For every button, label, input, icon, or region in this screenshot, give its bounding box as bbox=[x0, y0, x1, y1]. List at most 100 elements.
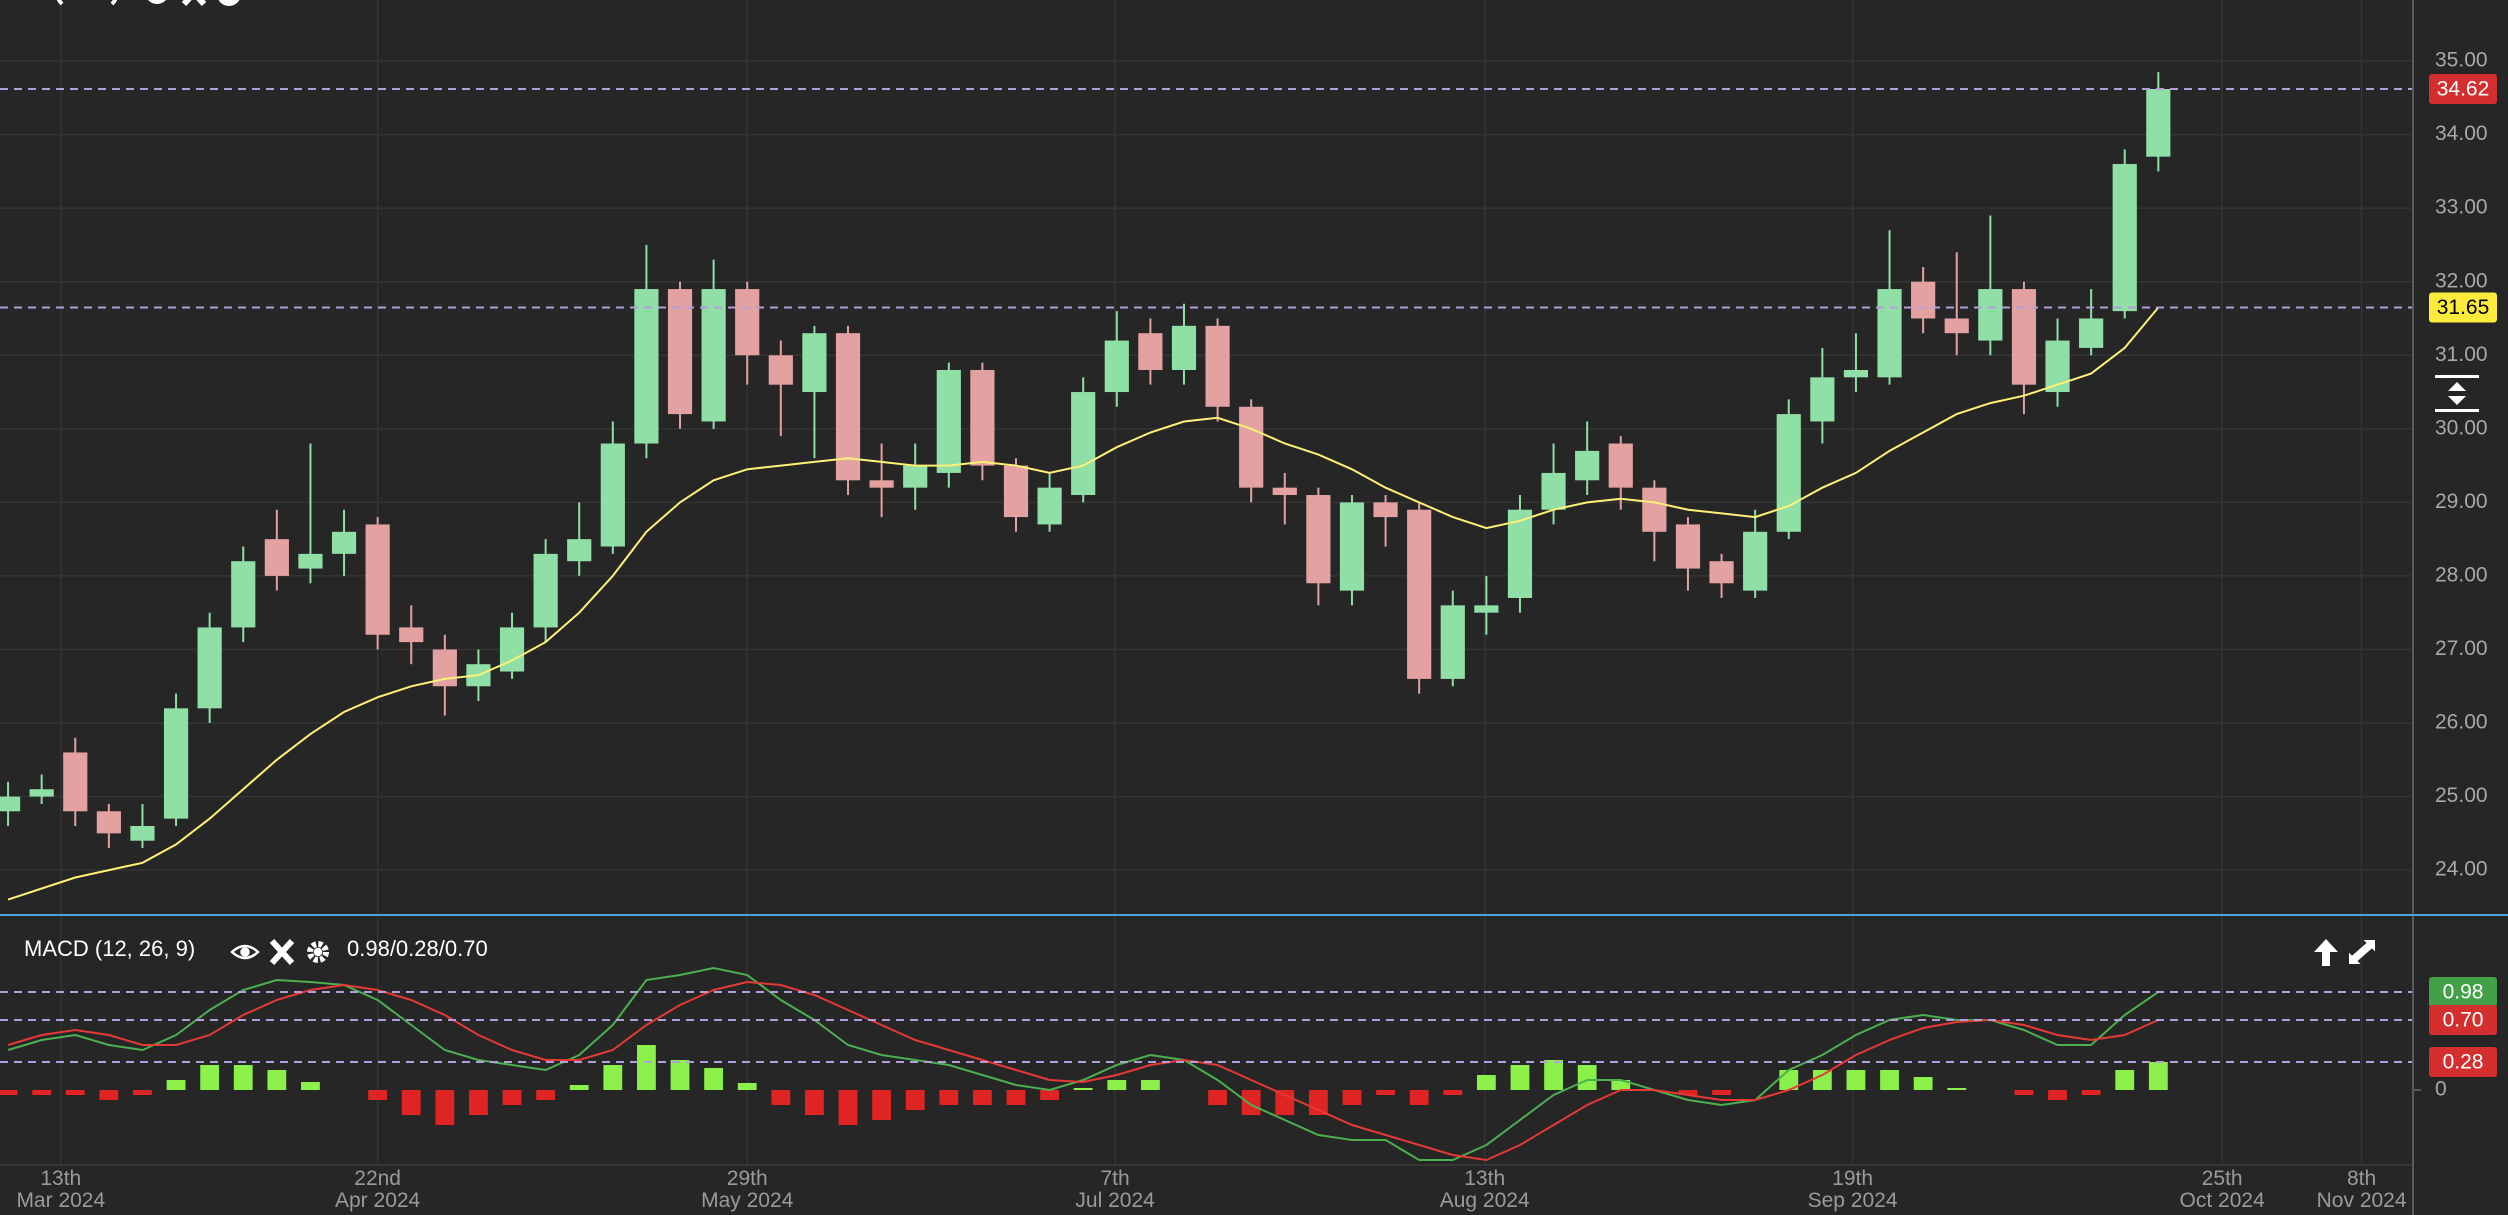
maximize-icon[interactable] bbox=[2349, 940, 2375, 964]
grid: 24.00 25.00 26.00 27.00 28.00 29.00 30.00 31.00… bbox=[0, 0, 2488, 1165]
candle-body bbox=[1205, 325, 1230, 407]
candle-body bbox=[1877, 289, 1902, 378]
histogram-bar bbox=[1880, 1070, 1899, 1090]
histogram-bar bbox=[0, 1090, 18, 1095]
indicator-line bbox=[7, 980, 2159, 1162]
bracket-icon[interactable] bbox=[56, 0, 118, 6]
candle-body bbox=[2011, 289, 2037, 385]
histogram-bar bbox=[737, 1083, 757, 1090]
candle-body bbox=[1776, 414, 1801, 532]
move-up-icon[interactable] bbox=[2314, 939, 2338, 966]
histogram-bar bbox=[1476, 1075, 1496, 1090]
histogram-bar bbox=[771, 1090, 791, 1105]
candle-body bbox=[634, 289, 659, 444]
eye-pupil bbox=[240, 947, 250, 957]
candle-body bbox=[802, 333, 827, 393]
value-badge-label: 0.98 bbox=[2443, 981, 2484, 1004]
candle-body bbox=[1037, 487, 1062, 525]
histogram-bar bbox=[1544, 1060, 1563, 1090]
y-tick-label: 31.00 bbox=[2435, 343, 2488, 366]
x-tick-label: 7th Jul 2024 bbox=[1075, 1167, 1155, 1212]
candle-body bbox=[2112, 164, 2137, 312]
histogram-bar bbox=[1208, 1090, 1227, 1105]
moving-average bbox=[7, 306, 2160, 901]
candle-body bbox=[533, 553, 558, 628]
histogram-bar bbox=[939, 1090, 959, 1105]
scale-handle[interactable] bbox=[2435, 375, 2479, 412]
settings-icon[interactable] bbox=[307, 941, 329, 963]
candle-body bbox=[399, 627, 424, 643]
candle-body bbox=[298, 553, 323, 569]
histogram-bar bbox=[233, 1065, 253, 1090]
candle-body bbox=[667, 289, 693, 415]
histogram-bar bbox=[435, 1090, 455, 1125]
handle-bar bbox=[2435, 375, 2479, 378]
histogram-bar bbox=[1611, 1080, 1631, 1090]
candle-body bbox=[1171, 325, 1197, 370]
candle-body bbox=[1675, 524, 1701, 569]
histogram-bar bbox=[200, 1065, 220, 1090]
candle-body bbox=[768, 355, 793, 385]
close-icon[interactable] bbox=[269, 938, 295, 966]
histogram-bar bbox=[670, 1060, 690, 1090]
histogram-bar bbox=[1140, 1080, 1160, 1090]
x-tick-label: 25th Oct 2024 bbox=[2179, 1167, 2265, 1212]
x-tick-label: 13th Aug 2024 bbox=[1439, 1167, 1530, 1212]
eye-icon[interactable] bbox=[230, 944, 260, 960]
close-icon[interactable] bbox=[181, 0, 207, 7]
histogram-bar bbox=[1812, 1070, 1832, 1090]
histogram-bar bbox=[368, 1090, 388, 1100]
y-tick-label: 30.00 bbox=[2435, 416, 2488, 439]
candle-body bbox=[1440, 605, 1465, 679]
candle-body bbox=[1911, 281, 1936, 319]
candle-body bbox=[231, 561, 256, 628]
histogram-bar bbox=[1577, 1065, 1597, 1090]
histogram-bar bbox=[1275, 1090, 1295, 1115]
y-tick-label: 27.00 bbox=[2435, 637, 2488, 660]
eye-icon[interactable] bbox=[147, 0, 167, 4]
candle-body bbox=[163, 708, 189, 819]
x-tick-label: 22nd Apr 2024 bbox=[335, 1167, 421, 1212]
histogram-bar bbox=[637, 1045, 656, 1090]
candle-body bbox=[365, 524, 390, 635]
indicator-line bbox=[7, 966, 2159, 1161]
candle-body bbox=[29, 789, 54, 797]
settings-icon[interactable] bbox=[218, 0, 240, 6]
histogram-bar bbox=[65, 1090, 85, 1095]
y-tick-label: 32.00 bbox=[2435, 269, 2488, 292]
histogram-bar bbox=[1913, 1077, 1933, 1090]
x-tick-label: 29th May 2024 bbox=[701, 1167, 794, 1212]
candle-body bbox=[96, 811, 121, 834]
histogram-bar bbox=[1712, 1090, 1731, 1095]
histogram-bar bbox=[2115, 1070, 2135, 1090]
histogram-bar bbox=[569, 1085, 589, 1090]
y-tick-label: 28.00 bbox=[2435, 563, 2488, 586]
histogram-bar bbox=[133, 1090, 152, 1095]
histogram-bar bbox=[1846, 1070, 1866, 1090]
candle-body bbox=[1541, 472, 1566, 510]
candle-body bbox=[869, 480, 894, 488]
candle-body bbox=[903, 465, 928, 488]
candle-body bbox=[1239, 406, 1264, 488]
indicator-title: MACD (12, 26, 9) bbox=[24, 936, 195, 961]
handle-bar bbox=[2435, 409, 2479, 412]
candle-body bbox=[1978, 289, 2003, 341]
histogram-bar bbox=[603, 1065, 623, 1090]
x-tick-label: 13th Mar 2024 bbox=[16, 1167, 106, 1212]
histogram-bar bbox=[401, 1090, 421, 1115]
histogram-bar bbox=[1073, 1088, 1093, 1090]
candle-body bbox=[1709, 561, 1734, 584]
histogram-bar bbox=[1308, 1090, 1328, 1115]
candle-body bbox=[197, 627, 222, 709]
candle-body bbox=[1003, 465, 1029, 518]
y-tick-label: 24.00 bbox=[2435, 858, 2488, 881]
histogram-bar bbox=[2048, 1090, 2067, 1100]
value-badge-label: 31.65 bbox=[2437, 296, 2490, 319]
histogram-bar bbox=[905, 1090, 925, 1110]
histogram-bar bbox=[1241, 1090, 1261, 1115]
histogram-bar bbox=[972, 1090, 992, 1105]
indicator-values: 0.98/0.28/0.70 bbox=[347, 936, 488, 961]
candle-body bbox=[130, 826, 155, 841]
